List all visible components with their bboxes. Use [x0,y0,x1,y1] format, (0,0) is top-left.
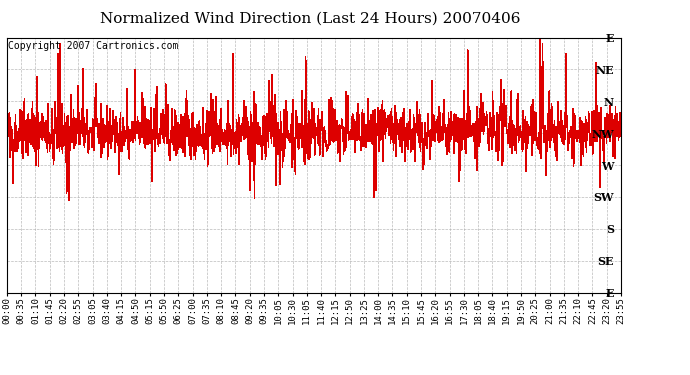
Text: Copyright 2007 Cartronics.com: Copyright 2007 Cartronics.com [8,41,179,51]
Text: Normalized Wind Direction (Last 24 Hours) 20070406: Normalized Wind Direction (Last 24 Hours… [100,11,521,25]
